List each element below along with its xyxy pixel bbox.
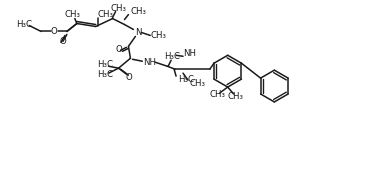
Text: H₃C: H₃C <box>98 70 114 79</box>
Text: CH₃: CH₃ <box>190 78 206 88</box>
Text: H₃C: H₃C <box>164 52 180 61</box>
Text: CH₃: CH₃ <box>111 4 126 13</box>
Text: CH₃: CH₃ <box>65 10 81 19</box>
Text: CH₃: CH₃ <box>150 31 166 40</box>
Text: O: O <box>60 37 66 46</box>
Text: H₃C: H₃C <box>16 20 32 29</box>
Text: H₃C: H₃C <box>98 60 114 69</box>
Text: NH: NH <box>143 58 156 67</box>
Text: O: O <box>115 45 122 54</box>
Text: O: O <box>125 73 132 82</box>
Text: O: O <box>51 27 57 36</box>
Text: H₃C: H₃C <box>178 75 194 84</box>
Text: N: N <box>135 28 142 37</box>
Text: CH₃: CH₃ <box>210 90 226 100</box>
Text: CH₃: CH₃ <box>228 92 244 102</box>
Text: NH: NH <box>183 49 196 58</box>
Text: CH₃: CH₃ <box>98 10 114 19</box>
Text: CH₃: CH₃ <box>130 7 146 16</box>
